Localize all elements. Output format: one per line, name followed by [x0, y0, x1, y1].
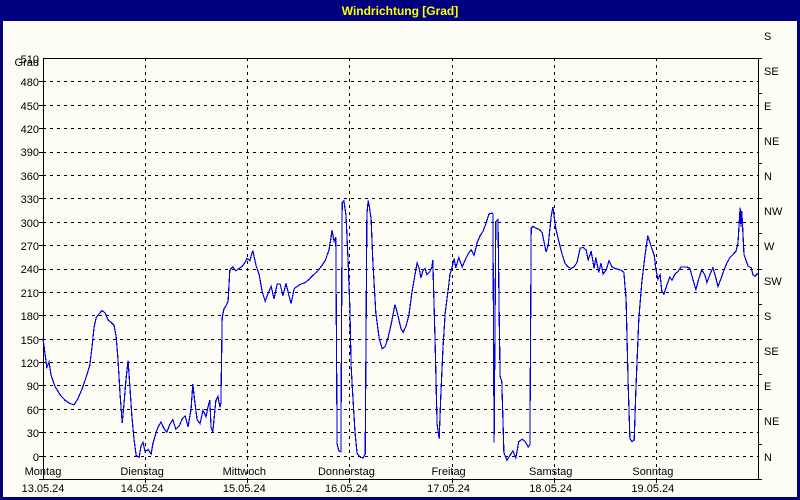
y-tick-label: 510	[20, 53, 39, 66]
compass-label: W	[764, 241, 775, 253]
y-tick-label: 120	[20, 357, 39, 370]
y-tick-label: 480	[20, 77, 39, 90]
date-label: 13.05.24	[21, 483, 65, 495]
day-label: Dienstag	[120, 466, 164, 478]
y-tick-label: 270	[20, 241, 39, 253]
y-tick-label: 300	[20, 217, 39, 230]
y-tick-label: 90	[26, 381, 39, 394]
y-tick-label: 450	[20, 100, 39, 113]
plot-frame	[43, 58, 759, 480]
y-tick-label: 180	[20, 311, 39, 324]
compass-label: S	[764, 311, 772, 324]
y-tick-label: 150	[20, 334, 39, 347]
date-label: 18.05.24	[529, 483, 573, 495]
compass-label: NW	[764, 205, 783, 218]
day-label: Montag	[24, 466, 62, 478]
y-tick-label: 210	[20, 287, 39, 300]
compass-label: E	[764, 100, 772, 113]
chart-area: Grad 0 30 60 90 120 150 180 210 240 270 300 330 360 3…	[3, 21, 797, 497]
compass-label: E	[764, 381, 772, 394]
compass-label: NE	[764, 135, 780, 148]
wind-direction-line	[42, 199, 759, 462]
plot-area	[39, 58, 762, 483]
y-tick-label: 420	[20, 124, 39, 137]
title-bar: Windrichtung [Grad]	[0, 0, 800, 21]
compass-label: SE	[764, 346, 779, 359]
chart-title: Windrichtung [Grad]	[341, 3, 459, 18]
date-label: 16.05.24	[325, 483, 368, 495]
date-label: 17.05.24	[427, 483, 470, 495]
day-label: Samstag	[528, 466, 573, 478]
compass-label: N	[764, 451, 772, 464]
y-tick-label: 390	[20, 147, 39, 160]
y-tick-label: 0	[32, 451, 39, 464]
y-tick-label: 360	[20, 170, 39, 183]
date-label: 14.05.24	[120, 483, 164, 495]
y-tick-label: 240	[20, 264, 39, 277]
date-label: 19.05.24	[631, 483, 675, 495]
y-axis-unit-label: Grad	[14, 57, 39, 69]
date-label: 15.05.24	[222, 483, 266, 495]
compass-label: N	[764, 170, 772, 183]
compass-label: SW	[764, 276, 782, 289]
day-label: Donnerstag	[317, 466, 375, 478]
compass-label: S	[764, 30, 772, 43]
y-tick-label: 330	[20, 194, 39, 207]
y-tick-label: 60	[26, 404, 39, 417]
day-label: Mittwoch	[222, 466, 266, 478]
day-label: Sonntag	[632, 466, 674, 478]
compass-label: SE	[764, 65, 779, 78]
day-label: Freitag	[431, 466, 466, 478]
compass-label: NE	[764, 416, 780, 429]
y-tick-label: 30	[26, 428, 39, 441]
